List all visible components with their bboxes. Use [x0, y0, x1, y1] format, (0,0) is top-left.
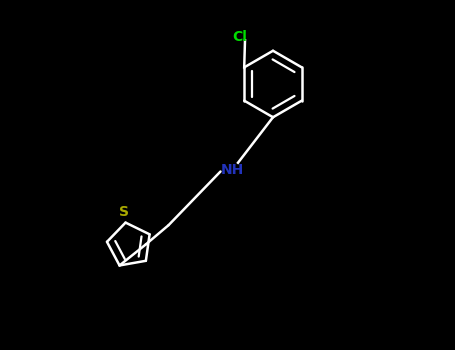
Text: Cl: Cl [233, 30, 247, 44]
Text: S: S [119, 205, 129, 219]
Text: NH: NH [221, 163, 244, 177]
